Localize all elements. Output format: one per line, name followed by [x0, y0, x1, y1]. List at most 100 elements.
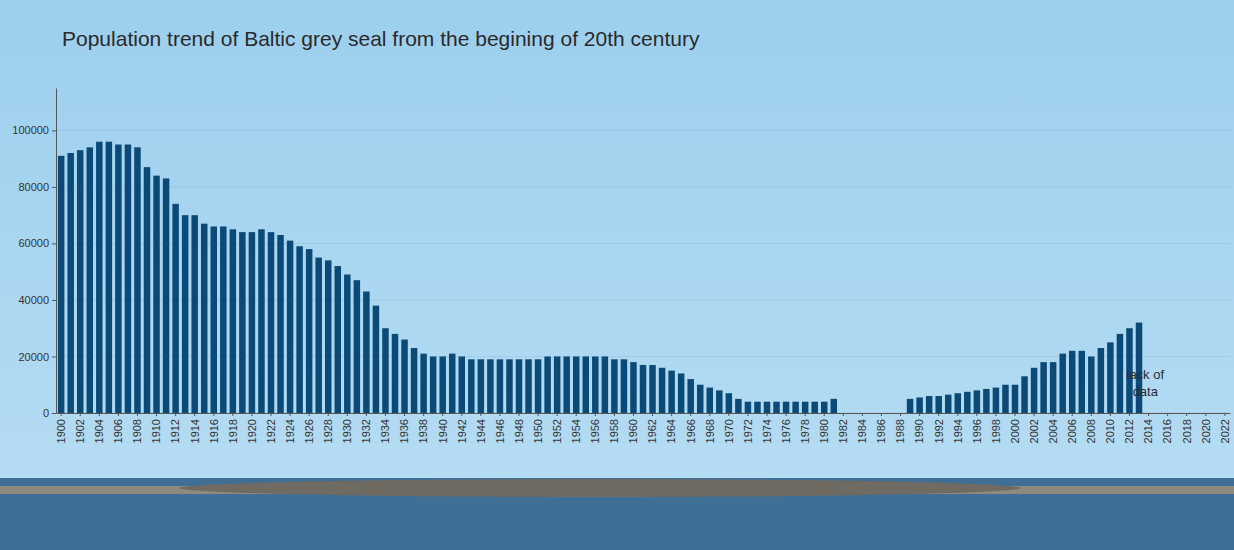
bar: [1107, 342, 1113, 413]
x-tick: 1930: [341, 413, 353, 443]
y-tick-mark: [52, 187, 56, 188]
x-tick-mark: [824, 413, 825, 416]
x-tick: 1970: [723, 413, 735, 443]
bar: [659, 368, 665, 413]
bar: [344, 275, 350, 413]
x-tick-label: 2014: [1142, 419, 1154, 443]
x-tick-mark: [595, 413, 596, 416]
bar: [487, 359, 493, 413]
grid: [56, 130, 1230, 413]
bar: [315, 258, 321, 413]
bar: [258, 229, 264, 413]
x-tick-mark: [1186, 413, 1187, 416]
x-tick-mark: [1129, 413, 1130, 416]
x-tick: 1914: [189, 413, 201, 443]
bar: [678, 373, 684, 413]
x-tick-mark: [709, 413, 710, 416]
x-tick-mark: [747, 413, 748, 416]
x-tick-mark: [156, 413, 157, 416]
x-tick: 1948: [513, 413, 525, 443]
bar: [363, 291, 369, 413]
x-tick-mark: [194, 413, 195, 416]
bar: [735, 399, 741, 413]
x-tick-label: 1992: [933, 419, 945, 443]
x-tick-label: 1952: [551, 419, 563, 443]
x-tick-mark: [862, 413, 863, 416]
x-tick: 1932: [360, 413, 372, 443]
x-tick: 1958: [608, 413, 620, 443]
bar: [573, 356, 579, 413]
bar: [726, 393, 732, 413]
x-tick-mark: [633, 413, 634, 416]
bar: [134, 147, 140, 413]
bar: [602, 356, 608, 413]
x-tick-label: 1962: [646, 419, 658, 443]
x-tick-label: 2010: [1104, 419, 1116, 443]
x-tick: 1946: [494, 413, 506, 443]
x-tick-label: 2022: [1219, 419, 1231, 443]
x-tick-label: 2012: [1123, 419, 1135, 443]
x-tick-mark: [843, 413, 844, 416]
bar: [640, 365, 646, 413]
bar: [249, 232, 255, 413]
bar: [764, 402, 770, 413]
y-axis-line: [56, 89, 57, 414]
x-tick-mark: [442, 413, 443, 416]
x-tick-label: 1934: [379, 419, 391, 443]
bar: [649, 365, 655, 413]
x-tick: 1900: [55, 413, 67, 443]
x-tick-label: 1994: [952, 419, 964, 443]
bar: [373, 306, 379, 413]
y-tick-label: 80000: [18, 181, 49, 193]
bar: [993, 388, 999, 413]
y-tick: 0: [43, 407, 56, 419]
x-tick-mark: [1224, 413, 1225, 416]
bar: [926, 396, 932, 413]
x-tick-mark: [175, 413, 176, 416]
x-tick-label: 2020: [1200, 419, 1212, 443]
bar: [745, 402, 751, 413]
x-tick-label: 1942: [456, 419, 468, 443]
x-tick-label: 1948: [513, 419, 525, 443]
x-tick-mark: [1205, 413, 1206, 416]
x-tick: 1976: [780, 413, 792, 443]
x-tick: 1904: [93, 413, 105, 443]
bar: [773, 402, 779, 413]
bar: [964, 392, 970, 413]
y-axis: 020000400006000080000100000: [12, 89, 56, 420]
x-tick-label: 1926: [303, 419, 315, 443]
bar: [239, 232, 245, 413]
x-tick: 1960: [627, 413, 639, 443]
x-tick-mark: [518, 413, 519, 416]
x-tick: 1978: [799, 413, 811, 443]
x-tick: 1938: [417, 413, 429, 443]
x-tick-label: 1932: [360, 419, 372, 443]
bar: [544, 356, 550, 413]
x-tick: 2018: [1181, 413, 1193, 443]
x-tick: 1918: [227, 413, 239, 443]
x-tick-label: 1940: [437, 419, 449, 443]
x-tick-mark: [652, 413, 653, 416]
bar: [115, 145, 121, 413]
x-tick: 1944: [475, 413, 487, 443]
x-tick-label: 2008: [1085, 419, 1097, 443]
bar: [754, 402, 760, 413]
x-tick: 1942: [456, 413, 468, 443]
x-tick-label: 1958: [608, 419, 620, 443]
bar: [535, 359, 541, 413]
x-tick-mark: [919, 413, 920, 416]
x-tick-mark: [80, 413, 81, 416]
x-tick: 1908: [131, 413, 143, 443]
x-tick-mark: [347, 413, 348, 416]
x-tick-mark: [1053, 413, 1054, 416]
bar: [945, 395, 951, 413]
x-tick-mark: [1091, 413, 1092, 416]
x-tick-label: 1910: [150, 419, 162, 443]
x-tick-mark: [995, 413, 996, 416]
x-tick-mark: [576, 413, 577, 416]
x-tick-mark: [614, 413, 615, 416]
bar: [67, 153, 73, 413]
bar: [287, 241, 293, 413]
bar: [916, 397, 922, 413]
x-tick: 2020: [1200, 413, 1212, 443]
